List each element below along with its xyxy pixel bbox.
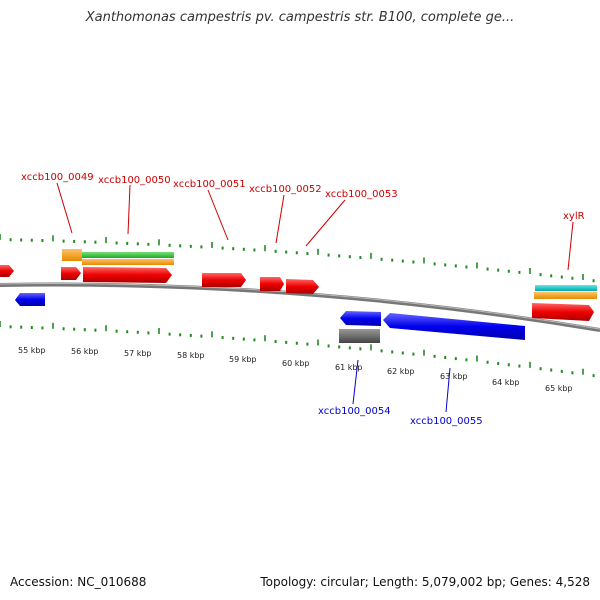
scale-label-61: 61 kbp (335, 363, 363, 372)
scale-label-63: 63 kbp (440, 372, 468, 381)
cds-arrow-forward[interactable] (83, 267, 172, 283)
forward-gene-labels: xccb100_0049 xccb100_0050 xccb100_0051 x… (21, 172, 585, 271)
reverse-gene-labels: xccb100_0054 xccb100_0055 (318, 359, 483, 427)
feature-orange-bar-2[interactable] (82, 259, 174, 265)
forward-tick-row (0, 234, 595, 283)
scale-label-64: 64 kbp (492, 378, 520, 387)
scale-label-55: 55 kbp (18, 346, 46, 355)
scale-label-58: 58 kbp (177, 351, 205, 360)
scale-label-57: 57 kbp (124, 349, 152, 358)
feature-green-bar[interactable] (82, 252, 174, 258)
cds-arrow-forward[interactable] (0, 265, 14, 277)
scale-label-65: 65 kbp (545, 384, 573, 393)
scale-label-62: 62 kbp (387, 367, 415, 376)
cds-arrow-reverse[interactable] (340, 311, 381, 326)
gene-label-xccb100_0055[interactable]: xccb100_0055 (410, 416, 483, 427)
gene-label-xccb100_0049[interactable]: xccb100_0049 (21, 172, 94, 183)
scale-label-60: 60 kbp (282, 359, 310, 368)
cds-arrow-forward[interactable] (260, 277, 284, 291)
gene-label-xccb100_0053[interactable]: xccb100_0053 (325, 189, 398, 200)
accession-text: Accession: NC_010688 (10, 575, 147, 589)
gene-label-xylR[interactable]: xylR (563, 211, 585, 222)
genome-backbone (0, 282, 600, 332)
cds-arrow-reverse[interactable] (15, 293, 45, 306)
feature-orange-bar-3[interactable] (534, 292, 597, 299)
cds-arrow-forward[interactable] (286, 279, 319, 294)
feature-orange-bar[interactable] (62, 249, 82, 261)
feature-gray-bar[interactable] (339, 329, 380, 343)
map-title: Xanthomonas campestris pv. campestris st… (85, 10, 515, 25)
scale-label-56: 56 kbp (71, 347, 99, 356)
cds-arrow-forward[interactable] (202, 273, 246, 287)
cds-arrow-reverse[interactable] (383, 313, 525, 340)
cds-arrow-forward[interactable] (532, 303, 594, 321)
scale-label-59: 59 kbp (229, 355, 257, 364)
gene-label-xccb100_0050[interactable]: xccb100_0050 (98, 175, 171, 186)
gene-label-xccb100_0051[interactable]: xccb100_0051 (173, 179, 246, 190)
gene-label-xccb100_0052[interactable]: xccb100_0052 (249, 184, 322, 195)
gene-label-xccb100_0054[interactable]: xccb100_0054 (318, 406, 391, 417)
scale-labels: 55 kbp 56 kbp 57 kbp 58 kbp 59 kbp 60 kb… (18, 346, 573, 393)
cds-arrow-forward[interactable] (61, 267, 81, 280)
reverse-tick-row (0, 321, 595, 378)
feature-cyan-bar[interactable] (535, 285, 597, 291)
genome-summary-text: Topology: circular; Length: 5,079,002 bp… (260, 575, 590, 589)
